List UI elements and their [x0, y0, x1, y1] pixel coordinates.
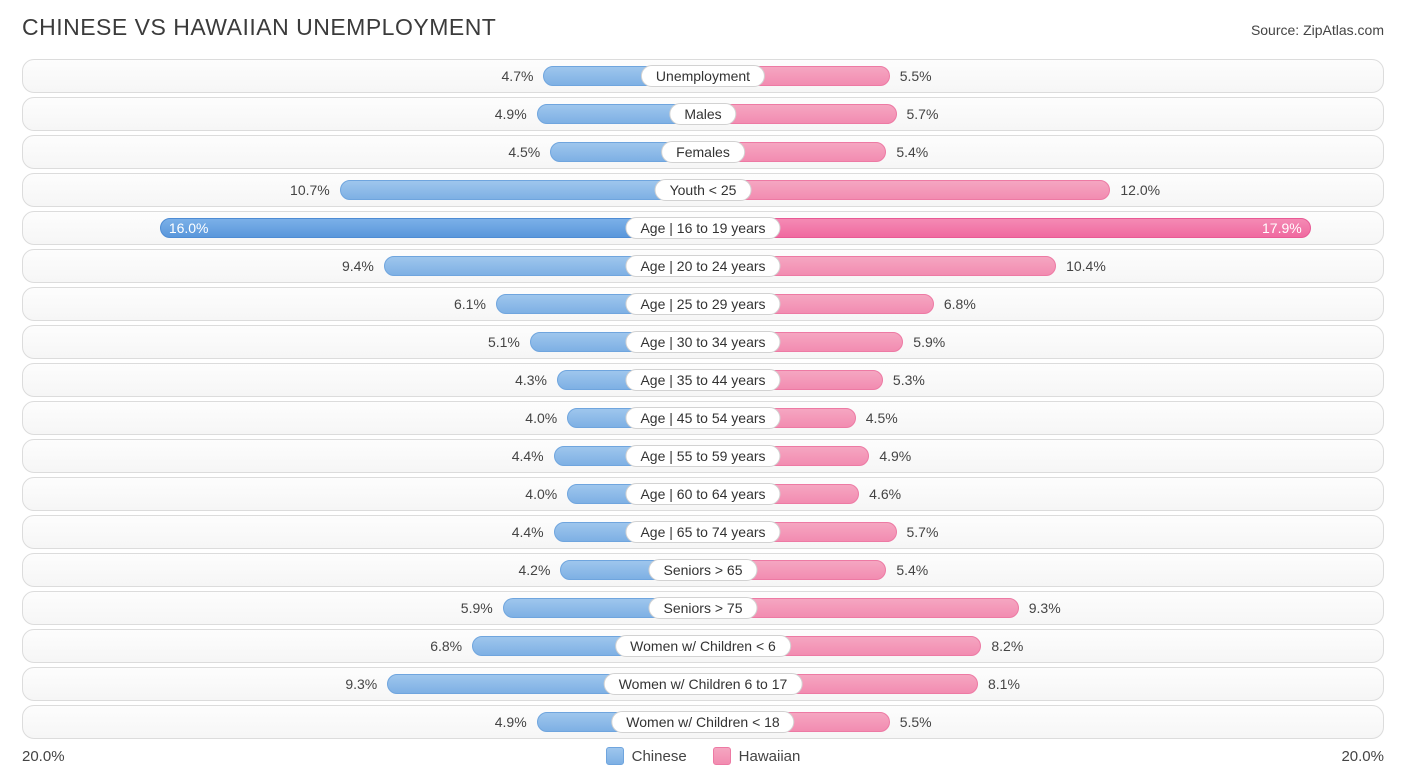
value-hawaiian: 5.4% — [890, 144, 928, 160]
value-chinese: 4.4% — [512, 448, 550, 464]
chart-row: 9.4% 10.4% Age | 20 to 24 years — [22, 249, 1384, 283]
value-chinese: 4.7% — [502, 68, 540, 84]
value-chinese: 6.8% — [430, 638, 468, 654]
category-label: Age | 30 to 34 years — [625, 331, 780, 353]
value-chinese: 9.4% — [342, 258, 380, 274]
category-label: Seniors > 75 — [649, 597, 758, 619]
chart-row: 5.9% 9.3% Seniors > 75 — [22, 591, 1384, 625]
chart-footer: 20.0% Chinese Hawaiian 20.0% — [22, 747, 1384, 765]
category-label: Males — [669, 103, 736, 125]
category-label: Seniors > 65 — [649, 559, 758, 581]
category-label: Females — [661, 141, 745, 163]
chart-title: CHINESE VS HAWAIIAN UNEMPLOYMENT — [22, 14, 496, 41]
chart-row: 5.1% 5.9% Age | 30 to 34 years — [22, 325, 1384, 359]
value-chinese: 4.0% — [525, 486, 563, 502]
value-hawaiian: 5.7% — [901, 106, 939, 122]
category-label: Age | 60 to 64 years — [625, 483, 780, 505]
value-hawaiian: 5.5% — [894, 714, 932, 730]
value-hawaiian: 5.7% — [901, 524, 939, 540]
bar-hawaiian: 17.9% — [703, 218, 1311, 238]
value-hawaiian: 8.1% — [982, 676, 1020, 692]
value-hawaiian: 5.5% — [894, 68, 932, 84]
category-label: Age | 20 to 24 years — [625, 255, 780, 277]
chart-row: 4.0% 4.6% Age | 60 to 64 years — [22, 477, 1384, 511]
chart-row: 10.7% 12.0% Youth < 25 — [22, 173, 1384, 207]
axis-right-max: 20.0% — [1341, 748, 1384, 765]
category-label: Age | 25 to 29 years — [625, 293, 780, 315]
value-hawaiian: 6.8% — [938, 296, 976, 312]
legend-item-hawaiian: Hawaiian — [713, 747, 801, 765]
legend: Chinese Hawaiian — [606, 747, 801, 765]
category-label: Youth < 25 — [655, 179, 752, 201]
population-pyramid-chart: 4.7% 5.5% Unemployment 4.9% 5.7% Males 4.5% 5.4… — [22, 59, 1384, 739]
chart-row: 4.3% 5.3% Age | 35 to 44 years — [22, 363, 1384, 397]
value-chinese: 10.7% — [290, 182, 336, 198]
chart-source: Source: ZipAtlas.com — [1251, 22, 1384, 38]
bar-chinese — [340, 180, 703, 200]
category-label: Age | 55 to 59 years — [625, 445, 780, 467]
chart-row: 4.4% 4.9% Age | 55 to 59 years — [22, 439, 1384, 473]
legend-swatch-chinese — [606, 747, 624, 765]
category-label: Unemployment — [641, 65, 765, 87]
value-hawaiian: 4.6% — [863, 486, 901, 502]
value-hawaiian: 9.3% — [1023, 600, 1061, 616]
bar-hawaiian — [703, 180, 1110, 200]
value-chinese: 6.1% — [454, 296, 492, 312]
value-hawaiian: 10.4% — [1060, 258, 1106, 274]
chart-row: 4.4% 5.7% Age | 65 to 74 years — [22, 515, 1384, 549]
value-hawaiian: 17.9% — [1262, 220, 1302, 236]
category-label: Women w/ Children < 6 — [615, 635, 791, 657]
value-hawaiian: 4.9% — [873, 448, 911, 464]
axis-left-max: 20.0% — [22, 748, 65, 765]
legend-item-chinese: Chinese — [606, 747, 687, 765]
legend-label-chinese: Chinese — [632, 748, 687, 765]
value-hawaiian: 5.3% — [887, 372, 925, 388]
chart-row: 4.9% 5.5% Women w/ Children < 18 — [22, 705, 1384, 739]
category-label: Age | 35 to 44 years — [625, 369, 780, 391]
chart-row: 4.9% 5.7% Males — [22, 97, 1384, 131]
value-chinese: 4.2% — [519, 562, 557, 578]
chart-row: 9.3% 8.1% Women w/ Children 6 to 17 — [22, 667, 1384, 701]
chart-header: CHINESE VS HAWAIIAN UNEMPLOYMENT Source:… — [22, 14, 1384, 41]
category-label: Age | 65 to 74 years — [625, 521, 780, 543]
category-label: Age | 16 to 19 years — [625, 217, 780, 239]
value-hawaiian: 12.0% — [1114, 182, 1160, 198]
value-chinese: 4.5% — [508, 144, 546, 160]
value-hawaiian: 8.2% — [985, 638, 1023, 654]
value-chinese: 9.3% — [345, 676, 383, 692]
value-hawaiian: 4.5% — [860, 410, 898, 426]
value-hawaiian: 5.4% — [890, 562, 928, 578]
value-chinese: 4.3% — [515, 372, 553, 388]
chart-row: 6.1% 6.8% Age | 25 to 29 years — [22, 287, 1384, 321]
value-chinese: 4.9% — [495, 106, 533, 122]
legend-swatch-hawaiian — [713, 747, 731, 765]
value-chinese: 16.0% — [169, 220, 209, 236]
chart-row: 4.5% 5.4% Females — [22, 135, 1384, 169]
value-chinese: 5.1% — [488, 334, 526, 350]
value-chinese: 4.4% — [512, 524, 550, 540]
category-label: Women w/ Children 6 to 17 — [604, 673, 803, 695]
value-chinese: 5.9% — [461, 600, 499, 616]
chart-row: 4.0% 4.5% Age | 45 to 54 years — [22, 401, 1384, 435]
bar-chinese: 16.0% — [160, 218, 703, 238]
value-hawaiian: 5.9% — [907, 334, 945, 350]
chart-row: 4.2% 5.4% Seniors > 65 — [22, 553, 1384, 587]
chart-row: 6.8% 8.2% Women w/ Children < 6 — [22, 629, 1384, 663]
legend-label-hawaiian: Hawaiian — [739, 748, 801, 765]
value-chinese: 4.0% — [525, 410, 563, 426]
chart-row: 4.7% 5.5% Unemployment — [22, 59, 1384, 93]
category-label: Age | 45 to 54 years — [625, 407, 780, 429]
chart-row: 16.0% 17.9% Age | 16 to 19 years — [22, 211, 1384, 245]
value-chinese: 4.9% — [495, 714, 533, 730]
category-label: Women w/ Children < 18 — [611, 711, 794, 733]
